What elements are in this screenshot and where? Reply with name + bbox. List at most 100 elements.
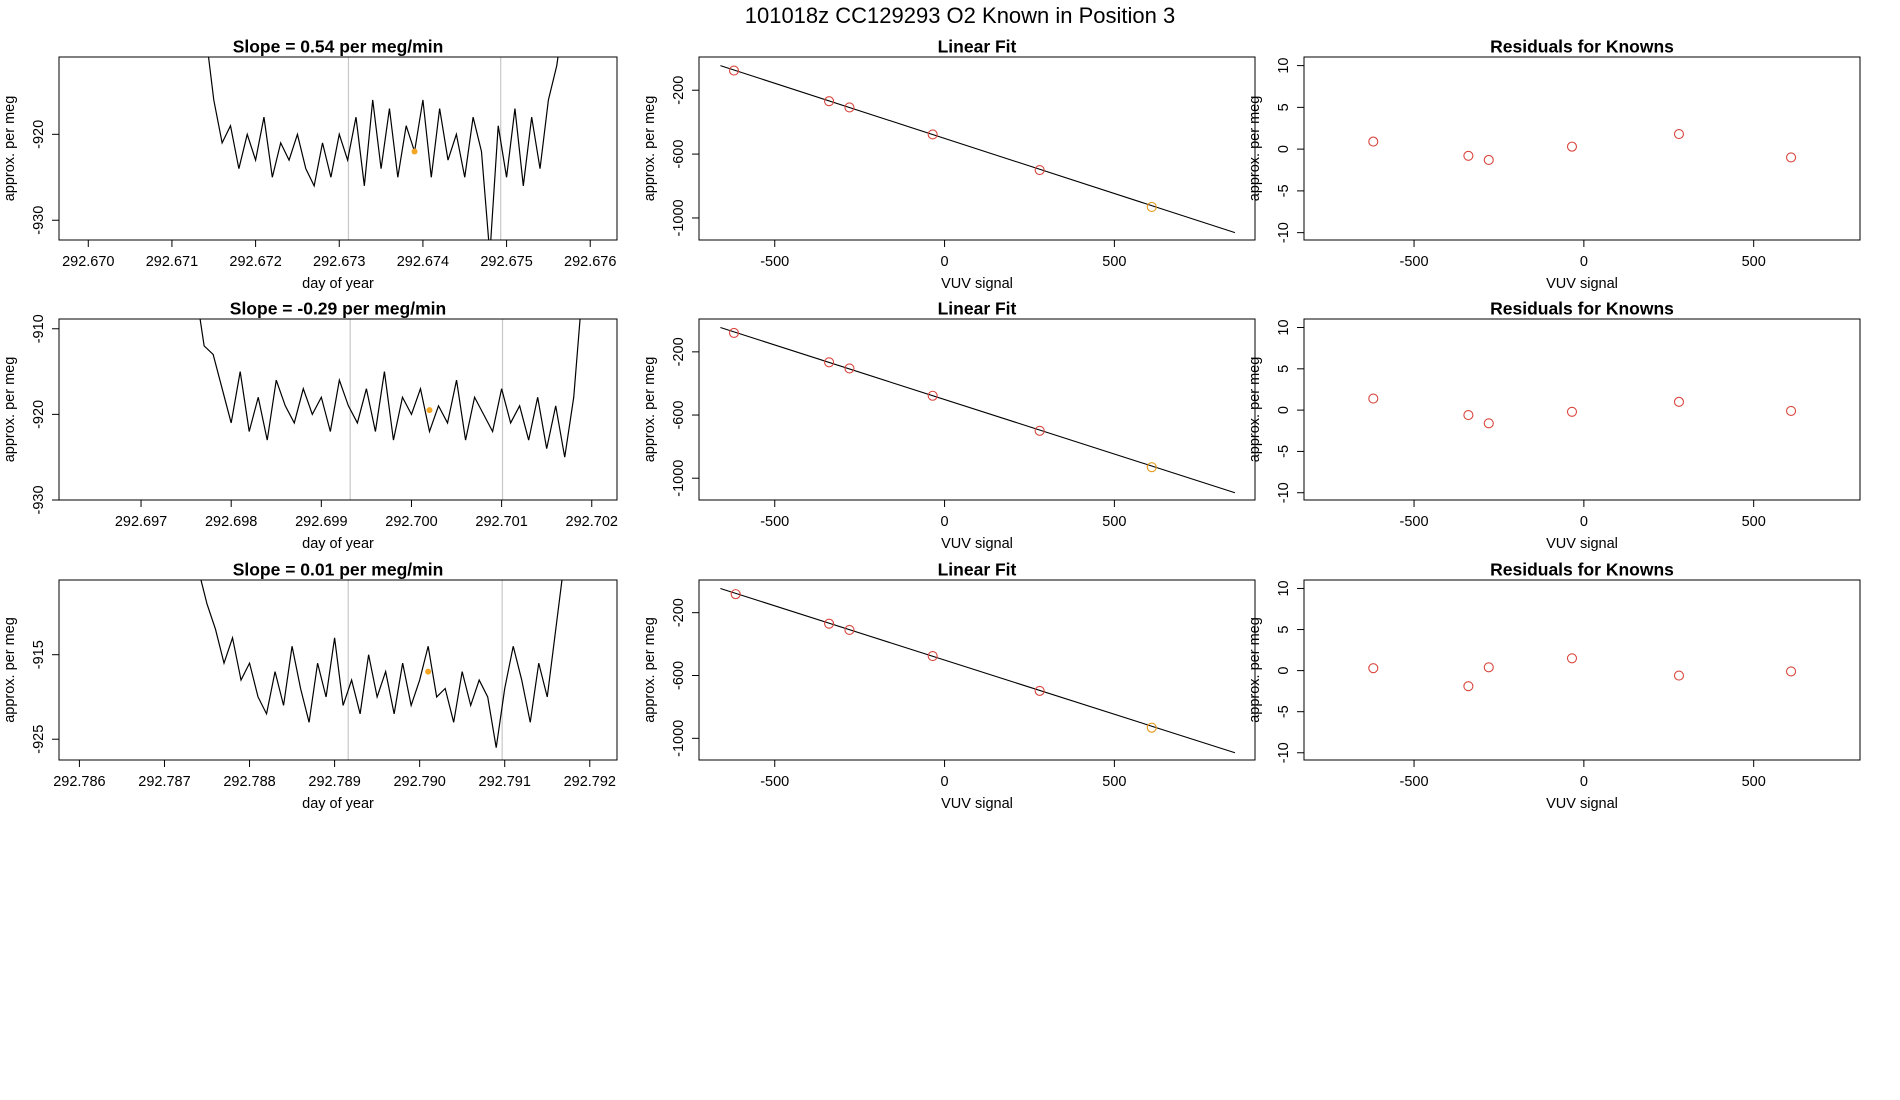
x-tick-label: 500 — [1742, 774, 1766, 790]
x-tick-label: 292.790 — [393, 774, 445, 790]
plot-frame — [698, 579, 1256, 761]
y-axis-label: approx. per meg — [1247, 617, 1263, 723]
data-point — [1483, 154, 1494, 166]
data-point — [927, 650, 938, 662]
x-tick-label: 292.788 — [223, 774, 275, 790]
y-tick-label: 0 — [1276, 406, 1292, 414]
plot-area — [1368, 653, 1797, 692]
y-tick-label: 5 — [1276, 625, 1292, 633]
data-point — [1786, 405, 1797, 416]
x-tick-label: 0 — [941, 254, 949, 270]
data-point — [1673, 396, 1685, 407]
y-tick-label: -200 — [671, 76, 687, 105]
y-tick-label: -920 — [31, 120, 47, 149]
y-axis-label: approx. per meg — [2, 96, 18, 202]
data-point — [1034, 685, 1045, 696]
y-tick-label: -10 — [1276, 482, 1292, 503]
y-tick-label: 10 — [1276, 580, 1292, 596]
data-point — [927, 129, 938, 140]
plot-frame — [1303, 318, 1861, 501]
plot-frame — [1303, 579, 1861, 761]
x-tick-label: 292.700 — [385, 514, 437, 530]
x-tick-label: -500 — [1400, 254, 1429, 270]
x-tick-label: 292.672 — [229, 254, 281, 270]
highlight-point — [425, 668, 432, 675]
x-tick-label: 500 — [1102, 774, 1126, 790]
data-point — [1463, 150, 1474, 161]
data-point — [844, 624, 855, 635]
y-tick-label: -920 — [31, 400, 47, 429]
y-tick-label: 10 — [1276, 319, 1292, 335]
x-tick-label: 292.792 — [564, 774, 616, 790]
x-tick-label: 292.787 — [138, 774, 190, 790]
plot-area — [720, 327, 1236, 494]
y-tick-label: -930 — [31, 485, 47, 514]
data-line — [199, 319, 581, 458]
data-point — [1146, 462, 1157, 473]
y-tick-label: -930 — [31, 206, 47, 235]
y-tick-label: -600 — [671, 140, 687, 169]
y-tick-label: -910 — [31, 314, 47, 343]
y-tick-label: -925 — [31, 725, 47, 754]
panel-title: Slope = 0.01 per meg/min — [233, 560, 444, 580]
y-axis-label: approx. per meg — [2, 357, 18, 463]
x-tick-label: 292.786 — [53, 774, 105, 790]
x-tick-label: 292.674 — [397, 254, 449, 270]
data-point — [1566, 653, 1578, 664]
data-point — [844, 102, 855, 113]
plot-area — [207, 57, 559, 240]
x-axis-label: VUV signal — [941, 276, 1013, 292]
data-point — [1786, 152, 1797, 163]
x-tick-label: 0 — [941, 514, 949, 530]
x-tick-label: 292.671 — [146, 254, 198, 270]
y-tick-label: -10 — [1276, 742, 1292, 763]
plot-frame — [58, 318, 618, 501]
y-axis-label: approx. per meg — [1247, 96, 1263, 202]
plot-frame — [58, 579, 618, 761]
plot-area — [200, 580, 563, 760]
panel-title: Residuals for Knowns — [1490, 37, 1674, 57]
x-tick-label: 292.676 — [564, 254, 616, 270]
plot-area — [1368, 393, 1797, 429]
y-tick-label: -1000 — [671, 460, 687, 497]
plot-frame — [1303, 56, 1861, 241]
x-tick-label: 292.697 — [115, 514, 167, 530]
data-line — [200, 580, 563, 748]
y-tick-label: 0 — [1276, 145, 1292, 153]
y-tick-label: -5 — [1276, 184, 1292, 197]
x-axis-label: VUV signal — [941, 796, 1013, 812]
x-tick-label: 0 — [1580, 254, 1588, 270]
panel-title: Slope = -0.29 per meg/min — [230, 299, 446, 319]
x-tick-label: 292.675 — [480, 254, 532, 270]
data-point — [844, 363, 855, 374]
plot-area — [1368, 129, 1797, 166]
x-tick-label: 500 — [1102, 514, 1126, 530]
y-tick-label: -200 — [671, 598, 687, 627]
x-tick-label: 292.789 — [308, 774, 360, 790]
data-point — [824, 357, 835, 368]
fit-line — [720, 327, 1236, 494]
x-tick-label: 292.699 — [295, 514, 347, 530]
highlight-point — [426, 407, 433, 414]
data-point — [824, 618, 835, 629]
y-tick-label: -600 — [671, 661, 687, 690]
y-axis-label: approx. per meg — [2, 617, 18, 723]
y-tick-label: 10 — [1276, 58, 1292, 74]
x-tick-label: -500 — [1400, 514, 1429, 530]
x-tick-label: 292.670 — [62, 254, 114, 270]
y-tick-label: -5 — [1276, 705, 1292, 718]
data-point — [1463, 681, 1474, 692]
plot-frame — [698, 56, 1256, 241]
panel-title: Linear Fit — [938, 299, 1017, 319]
plot-frame — [58, 56, 618, 241]
panel-title: Slope = 0.54 per meg/min — [233, 37, 444, 57]
y-tick-label: 0 — [1276, 667, 1292, 675]
data-point — [1483, 418, 1494, 429]
y-tick-label: 5 — [1276, 365, 1292, 373]
x-tick-label: -500 — [760, 774, 789, 790]
y-tick-label: -200 — [671, 337, 687, 366]
data-point — [1034, 165, 1045, 176]
x-tick-label: 0 — [1580, 774, 1588, 790]
data-point — [1146, 722, 1157, 733]
y-tick-label: -1000 — [671, 199, 687, 236]
